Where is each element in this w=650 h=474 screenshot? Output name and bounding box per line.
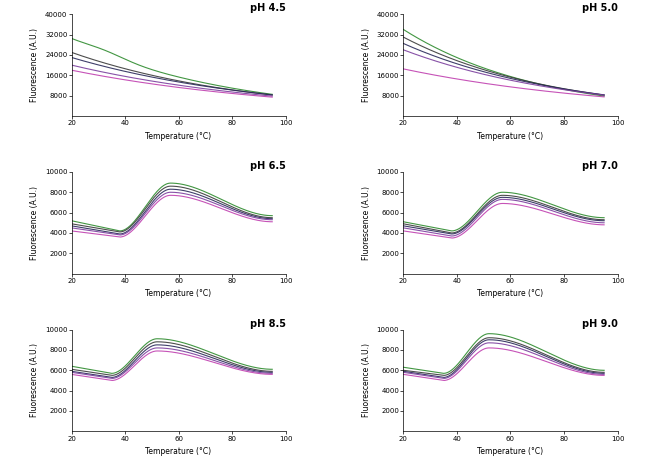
Text: pH 9.0: pH 9.0 bbox=[582, 319, 618, 329]
Text: pH 5.0: pH 5.0 bbox=[582, 3, 618, 13]
Text: pH 8.5: pH 8.5 bbox=[250, 319, 285, 329]
X-axis label: Temperature (°C): Temperature (°C) bbox=[477, 289, 543, 298]
X-axis label: Temperature (°C): Temperature (°C) bbox=[146, 132, 212, 141]
Y-axis label: Fluorescence (A.U.): Fluorescence (A.U.) bbox=[31, 186, 39, 260]
Text: pH 6.5: pH 6.5 bbox=[250, 161, 285, 171]
X-axis label: Temperature (°C): Temperature (°C) bbox=[477, 132, 543, 141]
Y-axis label: Fluorescence (A.U.): Fluorescence (A.U.) bbox=[362, 28, 371, 102]
Text: pH 7.0: pH 7.0 bbox=[582, 161, 618, 171]
X-axis label: Temperature (°C): Temperature (°C) bbox=[146, 447, 212, 456]
X-axis label: Temperature (°C): Temperature (°C) bbox=[477, 447, 543, 456]
Y-axis label: Fluorescence (A.U.): Fluorescence (A.U.) bbox=[362, 186, 371, 260]
X-axis label: Temperature (°C): Temperature (°C) bbox=[146, 289, 212, 298]
Y-axis label: Fluorescence (A.U.): Fluorescence (A.U.) bbox=[31, 344, 39, 418]
Y-axis label: Fluorescence (A.U.): Fluorescence (A.U.) bbox=[362, 344, 371, 418]
Text: pH 4.5: pH 4.5 bbox=[250, 3, 285, 13]
Y-axis label: Fluorescence (A.U.): Fluorescence (A.U.) bbox=[31, 28, 39, 102]
